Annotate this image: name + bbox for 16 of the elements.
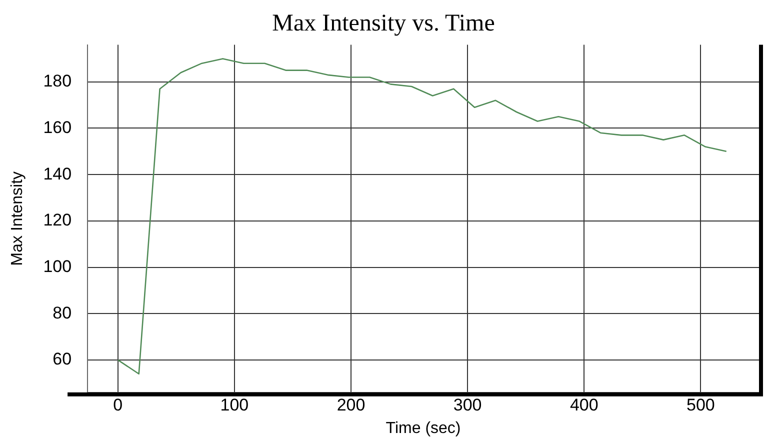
- x-tick-label: 400: [570, 395, 598, 414]
- x-tick-label: 300: [453, 395, 482, 414]
- y-tick-label: 80: [52, 303, 72, 322]
- y-tick-label: 140: [43, 164, 72, 184]
- x-tick-label: 200: [336, 395, 366, 414]
- x-tick-label: 0: [113, 395, 123, 414]
- x-tick-label: 100: [220, 395, 249, 414]
- y-tick-label: 100: [43, 256, 72, 276]
- chart-title: Max Intensity vs. Time: [272, 10, 495, 37]
- y-tick-label: 180: [43, 72, 72, 91]
- x-tick-label: 500: [686, 395, 715, 414]
- y-tick-label: 160: [43, 118, 72, 137]
- y-tick-label: 60: [52, 350, 72, 369]
- y-tick-label: 120: [43, 210, 72, 230]
- x-axis-title: Time (sec): [386, 420, 461, 437]
- y-axis-title: Max Intensity: [9, 171, 26, 266]
